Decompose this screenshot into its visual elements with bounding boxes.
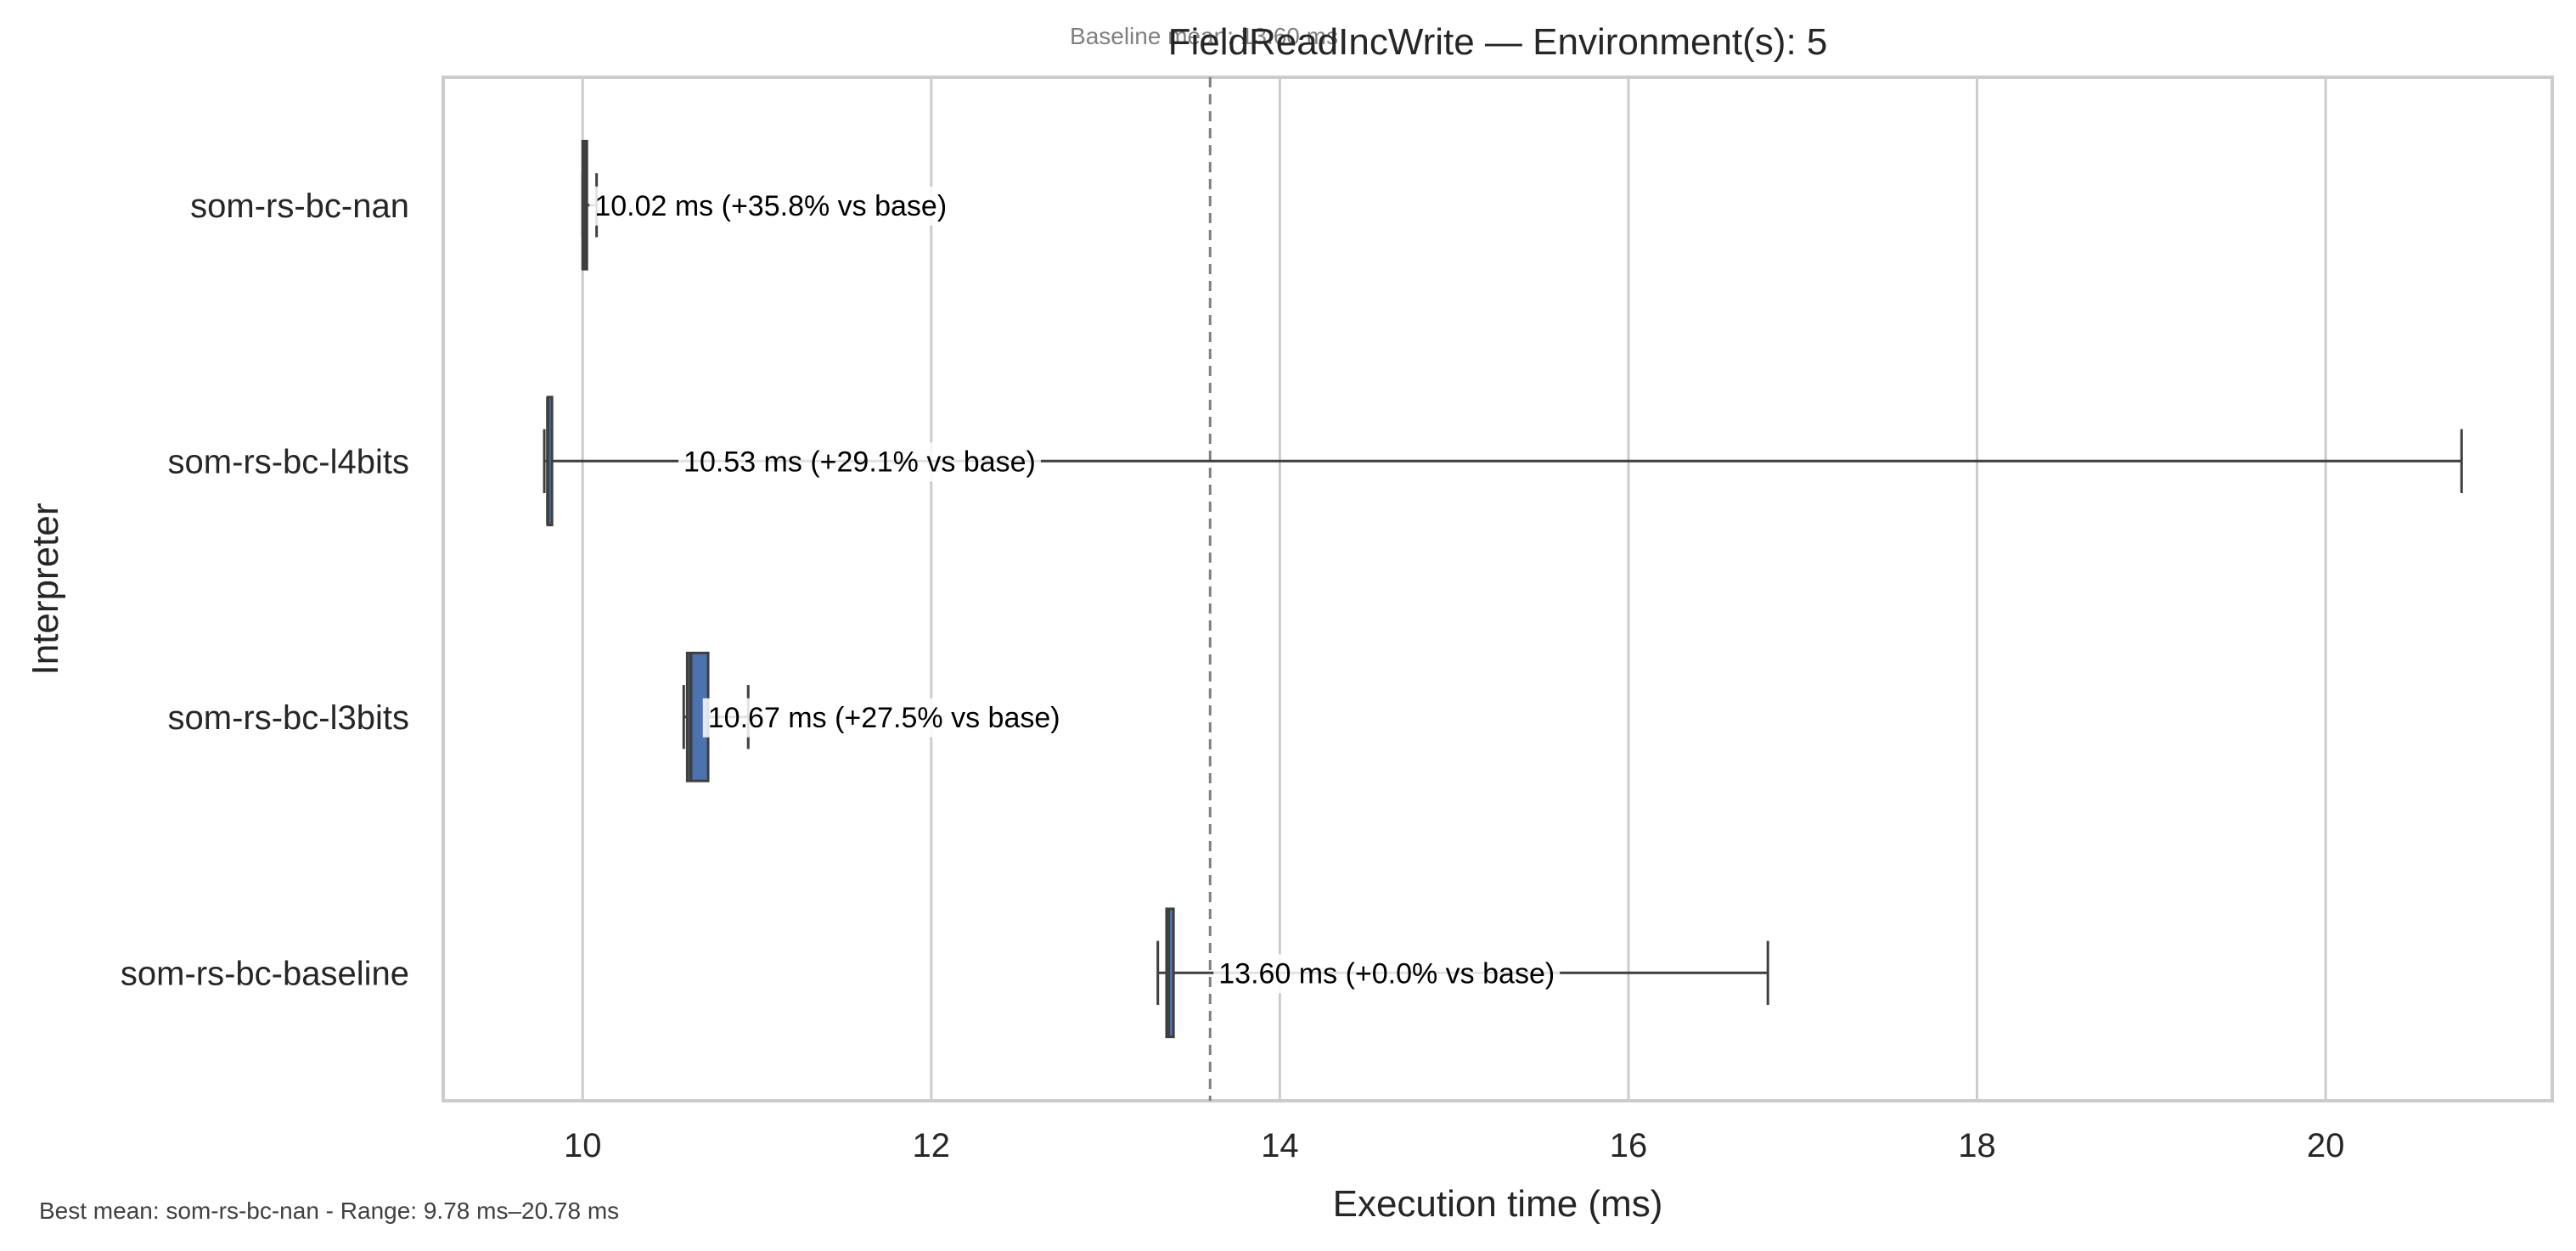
mean-annotation: 10.67 ms (+27.5% vs base) — [708, 702, 1060, 734]
y-tick-label: som-rs-bc-nan — [190, 188, 409, 225]
y-tick-label: som-rs-bc-baseline — [121, 955, 409, 992]
annotation-background — [678, 442, 1041, 482]
y-axis-label: Interpreter — [25, 503, 66, 676]
annotation-background — [1213, 954, 1561, 994]
baseline-note: Baseline mean: 13.60 ms — [1070, 23, 1338, 49]
annotations-layer: 10.02 ms (+35.8% vs base) 10.53 ms (+29.1… — [589, 186, 1561, 994]
x-tick-labels: 10 12 14 16 18 20 — [564, 1127, 2344, 1164]
box-som-rs-bc-nan — [581, 139, 599, 271]
mean-annotation: 10.53 ms (+29.1% vs base) — [683, 446, 1036, 478]
x-tick-label: 10 — [564, 1127, 602, 1164]
plot-frame — [442, 76, 2554, 1102]
x-axis-label: Execution time (ms) — [1333, 1183, 1663, 1225]
grid-lines — [581, 77, 2327, 1101]
annotation-background — [589, 186, 953, 226]
box-body — [1165, 907, 1175, 1039]
x-tick-label: 18 — [1958, 1127, 1996, 1164]
y-tick-label: som-rs-bc-l3bits — [168, 699, 409, 737]
x-tick-label: 16 — [1610, 1127, 1648, 1164]
y-tick-labels: som-rs-bc-nan som-rs-bc-l4bits som-rs-bc-l… — [121, 188, 409, 993]
mean-annotation: 10.02 ms (+35.8% vs base) — [594, 190, 947, 222]
chart-title: FieldReadIncWrite — Environment(s): 5 — [1168, 21, 1828, 63]
y-tick-label: som-rs-bc-l4bits — [168, 443, 409, 480]
footer-note: Best mean: som-rs-bc-nan - Range: 9.78 m… — [39, 1198, 619, 1224]
annotation-background — [702, 698, 1066, 738]
x-tick-label: 14 — [1261, 1127, 1299, 1164]
x-tick-label: 20 — [2307, 1127, 2345, 1164]
mean-annotation: 13.60 ms (+0.0% vs base) — [1218, 957, 1555, 990]
x-tick-label: 12 — [913, 1127, 951, 1164]
